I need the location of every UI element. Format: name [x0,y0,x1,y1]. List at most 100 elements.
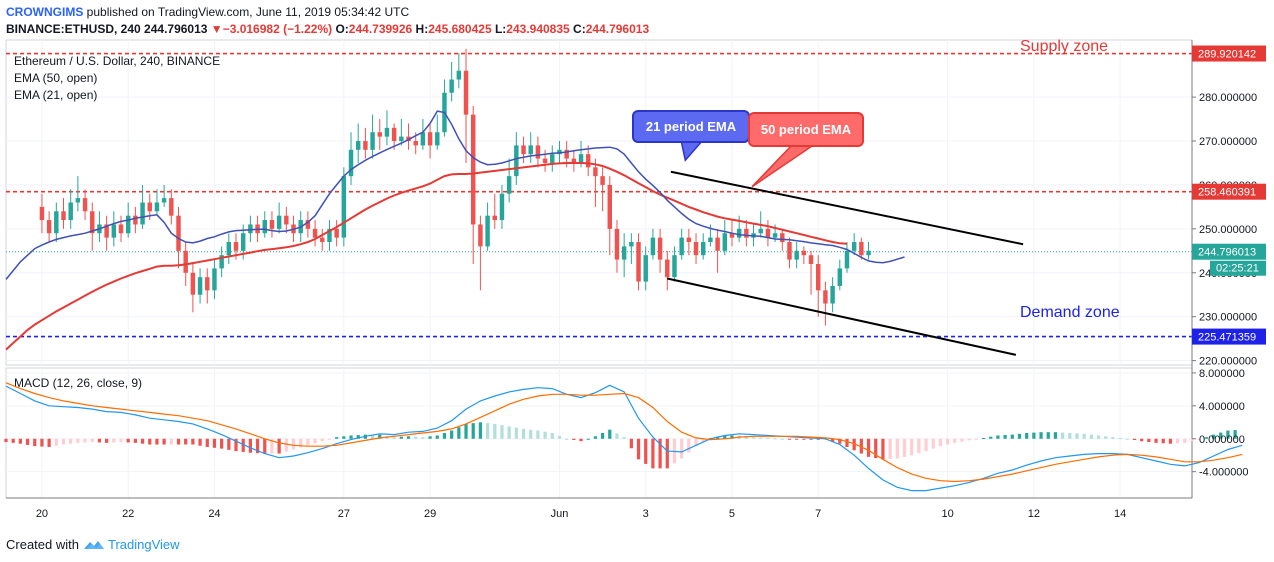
macd-histogram-bar [1147,438,1151,443]
macd-histogram-bar [938,438,943,447]
candle-body [528,145,533,155]
candle-body [449,79,454,93]
macd-histogram-bar [392,437,396,439]
macd-histogram-bar [557,435,562,439]
author-name[interactable]: CROWNGIMS [6,5,84,19]
macd-line [5,384,1243,492]
macd-histogram-bar [1226,430,1230,439]
macd-histogram-bar [378,434,382,439]
candle-body [240,233,246,251]
macd-histogram-bar [795,438,799,440]
candle-body [801,250,807,256]
macd-histogram-bar [845,438,849,447]
channel-lower-line[interactable] [667,277,1017,356]
x-tick-label: 7 [815,508,821,520]
macd-histogram-bar [464,423,468,439]
footer: Created with TradingView [6,537,180,552]
macd-indicator [4,382,1243,492]
macd-histogram-bar [370,434,375,439]
macd-histogram-bar [1154,438,1158,443]
macd-histogram-bar [327,438,332,440]
candle-body [399,136,404,142]
macd-legend[interactable]: MACD (12, 26, close, 9) [14,376,142,390]
ema21-callout-text: 21 period EMA [646,119,737,134]
candle-body [715,237,720,251]
macd-histogram-bar [838,438,842,444]
candle-body [46,220,52,234]
macd-histogram-bar [830,438,835,442]
y-tick-label: 230.000000 [1199,312,1257,324]
macd-histogram-bar [76,438,80,443]
candle-body [205,277,210,291]
macd-pane[interactable] [5,367,1193,499]
candle-body [593,167,598,177]
macd-histogram-bar [500,425,504,439]
macd-histogram-bar [33,438,37,447]
macd-histogram-bar [687,438,691,453]
macd-axis[interactable]: 8.000000 4.000000 0.000000 -4.000000 [1192,368,1249,479]
high-label: H: [415,22,429,36]
candle-body [866,250,871,256]
candle-body [700,242,706,256]
main-pane[interactable] [5,39,1193,366]
macd-histogram-bar [320,438,324,442]
macd-histogram-bar [989,436,993,439]
candle-body [629,242,634,247]
macd-histogram-bar [759,437,763,439]
macd-histogram-bar [299,438,303,448]
demand-price-badge-label: 225.471359 [1198,332,1256,344]
candle-body [377,132,382,137]
macd-histogram-bar [227,438,231,450]
macd-histogram-bar [1204,437,1208,439]
candle-body [851,242,857,251]
x-tick-label: Jun [551,508,569,520]
legend-ema21[interactable]: EMA (21, open) [14,88,97,102]
candle-body [212,268,217,291]
candle-body [305,220,311,229]
publish-info: CROWNGIMS published on TradingView.com, … [6,5,409,19]
macd-histogram-bar [658,438,662,469]
macd-histogram-bar [931,438,935,449]
candle-body [722,233,728,251]
macd-histogram-bar [902,438,907,457]
descending-channel [667,170,1024,356]
macd-tick-label: 4.000000 [1199,401,1245,413]
x-tick-label: 10 [941,508,953,520]
candle-body [557,149,562,155]
callouts: 21 period EMA 50 period EMA [632,110,864,188]
candle-body [82,198,88,212]
chart-canvas[interactable]: 21 period EMA 50 period EMA Supply zone … [0,0,1274,530]
candle-body [125,215,131,234]
macd-histogram-bar [572,438,576,440]
macd-histogram-bar [220,438,224,449]
macd-histogram-bar [895,438,899,459]
candle-body [463,70,469,115]
candle-body [176,215,181,251]
macd-histogram-bar [1096,435,1101,439]
candle-body [427,132,433,146]
macd-histogram-bar [198,438,202,446]
macd-histogram-bar [1168,438,1173,444]
macd-histogram-bar [1233,430,1237,439]
macd-histogram-bar [550,433,554,439]
ema50-callout-box[interactable] [748,112,864,147]
macd-histogram-bar [428,436,432,439]
tradingview-link[interactable]: TradingView [108,537,180,552]
open-label: O: [335,22,349,36]
macd-histogram-bar [284,438,288,452]
macd-histogram-bar [1104,436,1108,439]
macd-histogram-bar [191,438,195,445]
candle-body [844,250,850,269]
time-axis[interactable]: 20 22 24 27 29 Jun 3 5 7 10 12 14 [6,497,1192,520]
legend-ema50[interactable]: EMA (50, open) [14,71,97,85]
macd-histogram-bar [176,438,181,445]
candle-body [118,224,124,234]
channel-upper-line[interactable] [670,170,1024,246]
candle-body [161,198,167,203]
candle-body [370,132,375,150]
candle-body [614,228,620,260]
candle-body [284,215,289,225]
macd-histogram-bar [859,438,863,454]
macd-histogram-bar [399,436,403,439]
macd-histogram-bar [1183,438,1187,443]
